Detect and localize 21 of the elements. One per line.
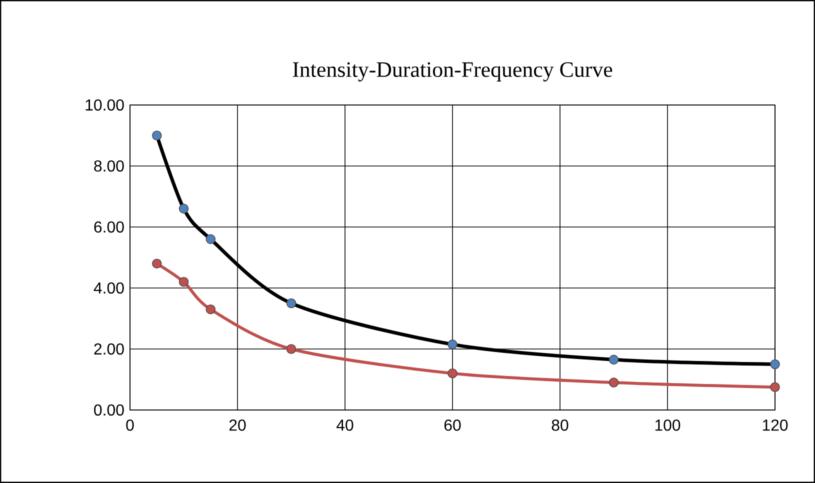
y-tick-label: 0.00 [94, 404, 124, 416]
x-tick-label: 120 [762, 420, 788, 431]
x-tick-label: 0 [126, 420, 134, 431]
y-tick-label: 2.00 [94, 343, 124, 355]
point [286, 344, 296, 354]
y-tick-label: 6.00 [94, 221, 124, 233]
point [206, 304, 216, 314]
point [448, 368, 458, 378]
y-tick-label: 10.00 [86, 99, 124, 111]
x-tick-label: 100 [655, 420, 680, 431]
x-tick-label: 80 [552, 420, 568, 431]
x-tick-label: 20 [229, 420, 246, 431]
y-tick-label: 8.00 [94, 160, 124, 172]
point [178, 277, 189, 287]
point [770, 382, 780, 392]
y-tick-label: 4.00 [94, 282, 124, 294]
chart-title: Intensity-Duration-Frequency Curve [292, 62, 612, 82]
x-tick-label: 40 [336, 420, 354, 431]
point [152, 258, 162, 268]
x-tick-label: 60 [444, 420, 461, 431]
point [608, 378, 619, 388]
